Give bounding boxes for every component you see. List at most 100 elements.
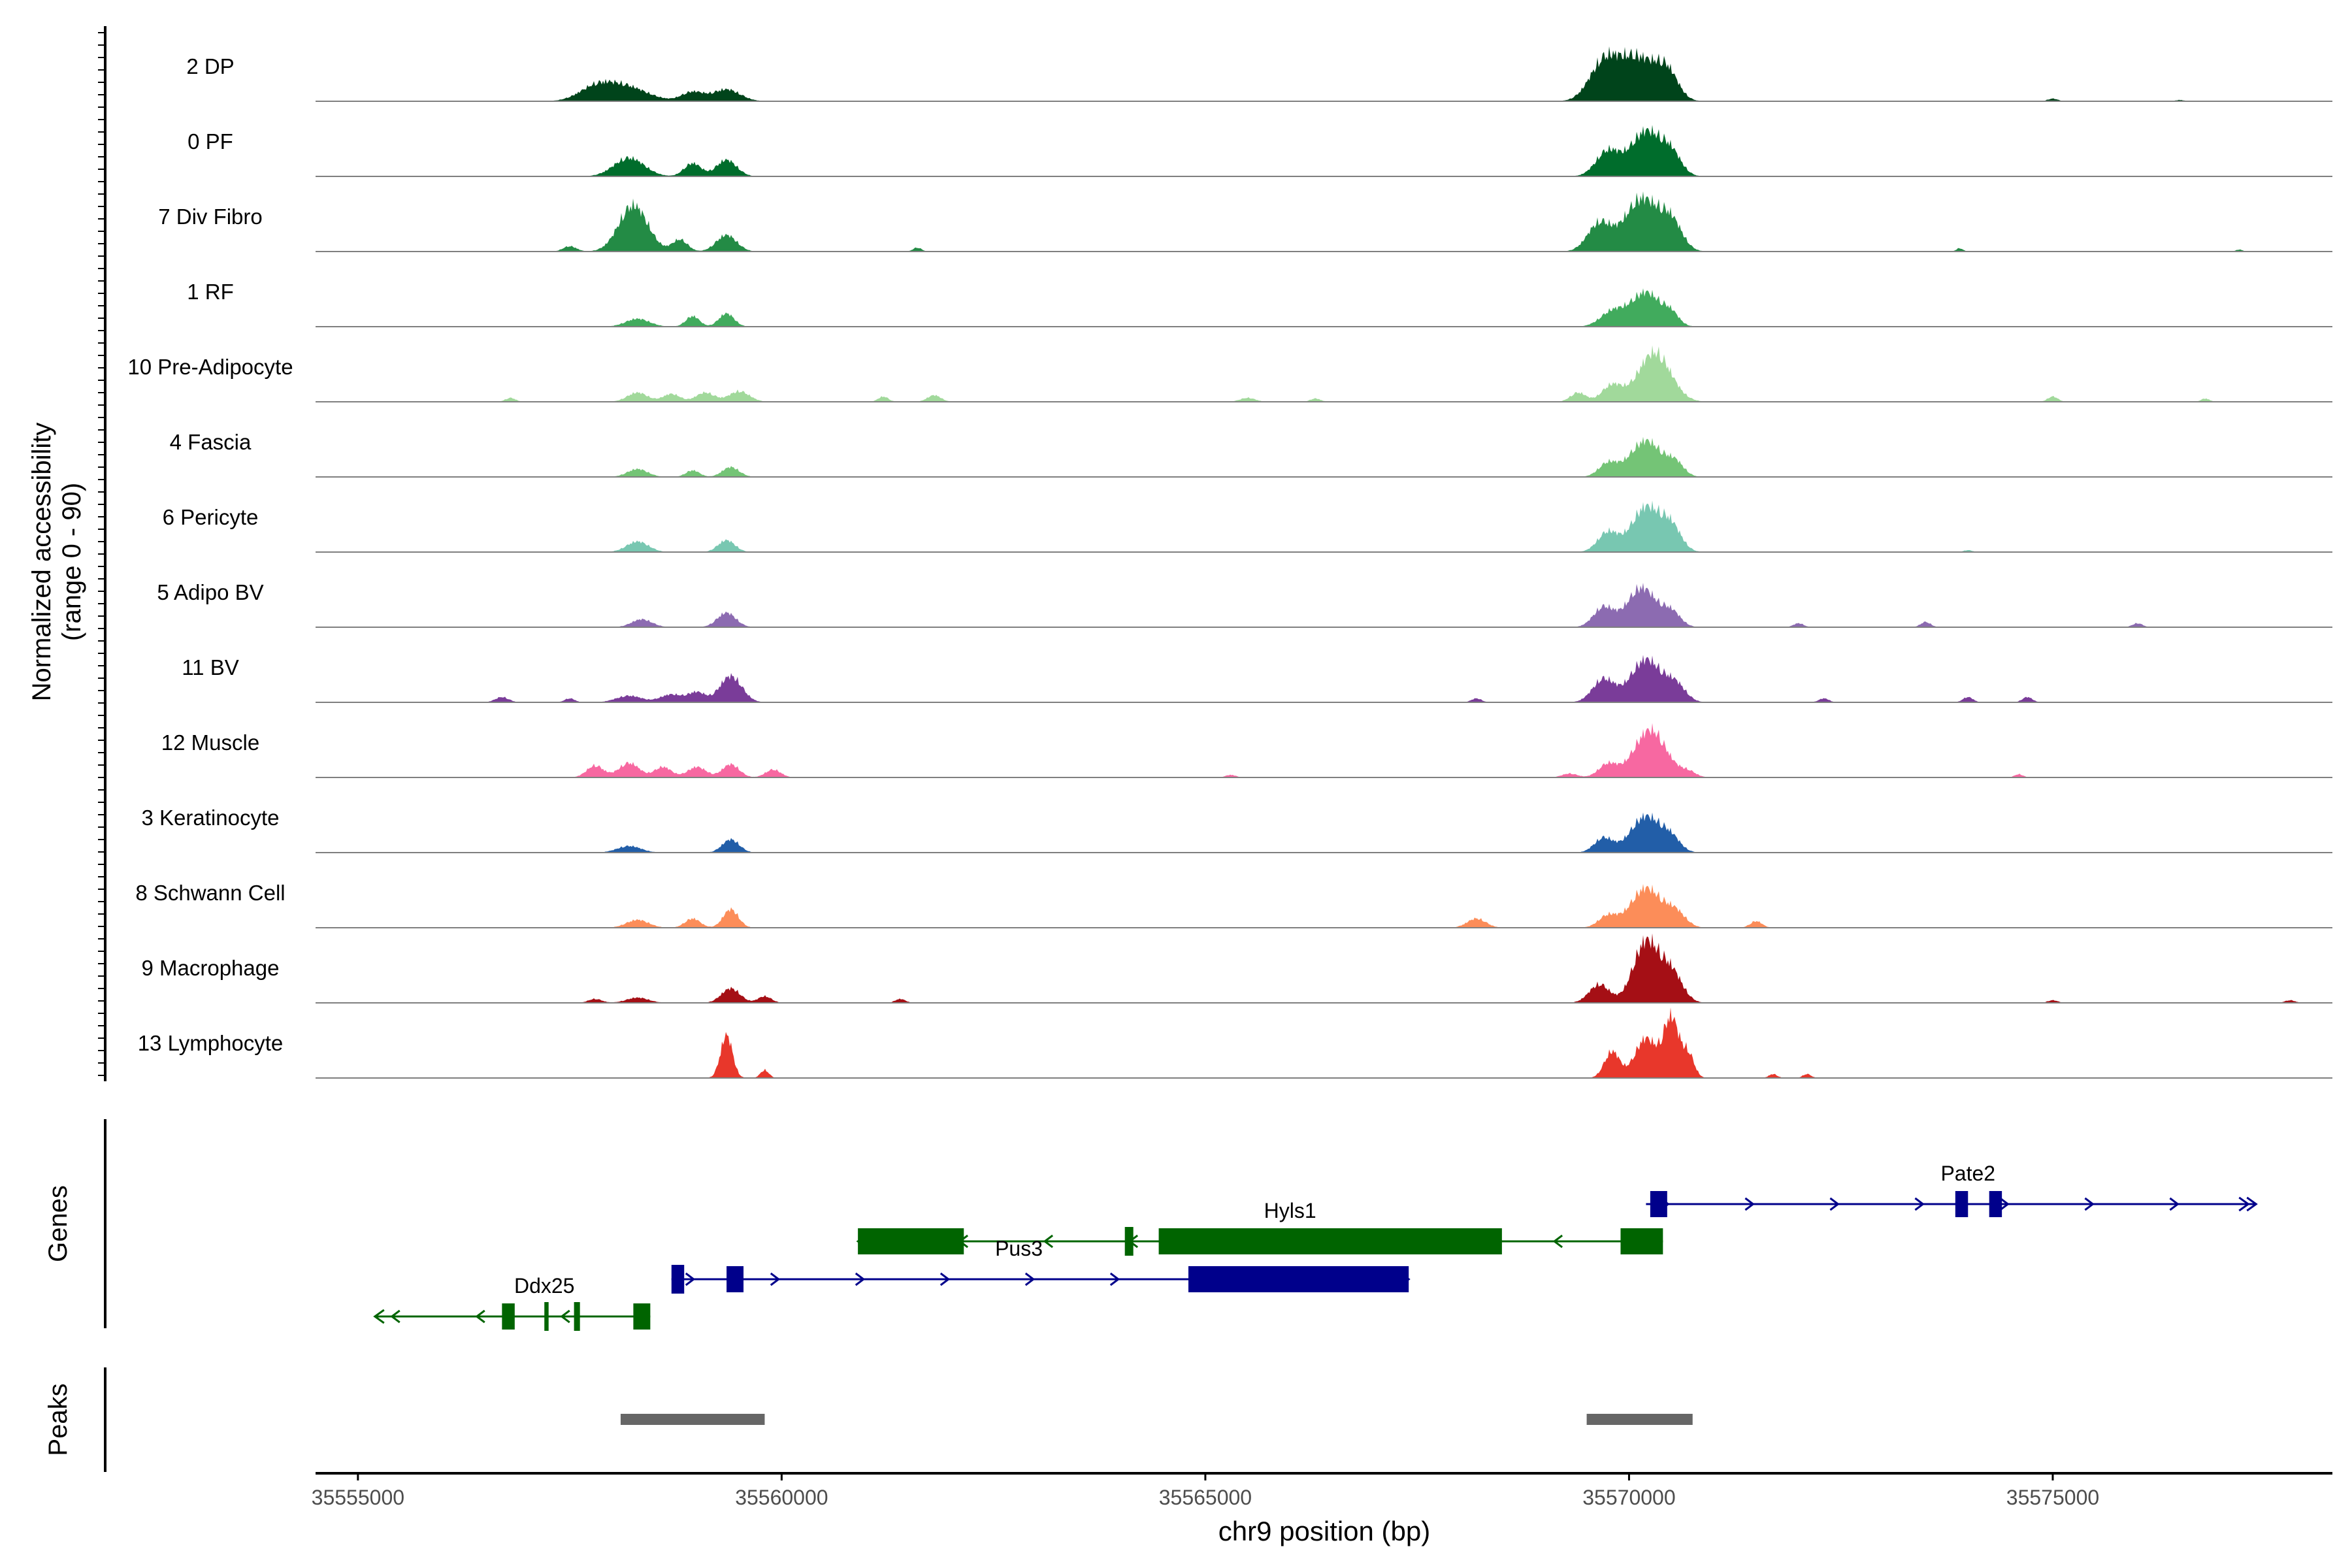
track-area — [316, 500, 2332, 552]
track-label: 3 Keratinocyte — [142, 806, 280, 830]
track-area — [316, 933, 2332, 1003]
track-label: 0 PF — [188, 129, 233, 154]
track-area — [316, 125, 2332, 176]
gene-exon — [1158, 1228, 1502, 1254]
gene-end-arrow — [2246, 1196, 2258, 1212]
x-tick-label: 35565000 — [1159, 1486, 1252, 1509]
track-9-macrophage: 9 Macrophage — [142, 933, 2332, 1004]
gene-label: Ddx25 — [514, 1274, 575, 1298]
y-axis-label: Normalized accessibility(range 0 - 90) — [27, 423, 86, 702]
track-label: 11 BV — [182, 655, 238, 679]
gene-strand-arrow — [1744, 1197, 1755, 1211]
track-area — [316, 46, 2332, 101]
gene-exon — [858, 1228, 964, 1254]
gene-strand-arrow — [855, 1272, 866, 1286]
gene-strand-arrow — [1829, 1197, 1840, 1211]
coverage-tracks: 2 DP 0 PF 7 Div Fibro 1 RF 10 Pre-Adipocyte 4… — [127, 46, 2332, 1079]
gene-exon — [1188, 1266, 1409, 1292]
gene-exon — [1955, 1191, 1968, 1217]
track-area — [316, 812, 2332, 853]
x-axis-label: chr9 position (bp) — [1218, 1516, 1431, 1546]
track-area — [316, 1007, 2332, 1078]
track-label: 4 Fascia — [170, 430, 252, 454]
gene-exon — [633, 1303, 651, 1330]
track-area — [316, 288, 2332, 327]
gene-exon — [574, 1302, 580, 1331]
gene-label: Pate2 — [1940, 1162, 1995, 1185]
track-7-div-fibro: 7 Div Fibro — [158, 191, 2332, 252]
gene-exon — [544, 1302, 549, 1331]
gene-pate2: Pate2 — [1646, 1162, 2258, 1217]
track-area — [316, 723, 2332, 777]
y-axis-label-line: (range 0 - 90) — [57, 483, 86, 641]
track-label: 13 Lymphocyte — [138, 1031, 284, 1055]
gene-strand-arrow — [560, 1309, 570, 1324]
gene-strand-arrow — [2169, 1197, 2180, 1211]
gene-strand-arrow — [390, 1309, 400, 1324]
gene-exon — [1124, 1227, 1134, 1256]
gene-strand-arrow — [685, 1272, 696, 1286]
gene-exon — [1650, 1191, 1667, 1217]
gene-hyls1: Hyls1 — [856, 1199, 1663, 1256]
track-13-lymphocyte: 13 Lymphocyte — [138, 1007, 2332, 1079]
gene-strand-arrow — [1914, 1197, 1925, 1211]
track-3-keratinocyte: 3 Keratinocyte — [142, 806, 2332, 853]
gene-exon — [1620, 1228, 1663, 1254]
gene-pus3: Pus3 — [671, 1237, 1411, 1294]
gene-label: Hyls1 — [1264, 1199, 1316, 1222]
x-tick-label: 35560000 — [735, 1486, 828, 1509]
track-area — [316, 583, 2332, 627]
gene-strand-arrow — [1109, 1272, 1120, 1286]
gene-strand-arrow — [1043, 1234, 1054, 1249]
track-area — [316, 345, 2332, 402]
gene-exon — [502, 1303, 515, 1330]
x-axis: 35555000 35560000 35565000 35570000 35575000… — [312, 1472, 2332, 1546]
track-label: 10 Pre-Adipocyte — [127, 355, 293, 379]
gene-exon — [727, 1266, 744, 1292]
gene-strand-arrow — [475, 1309, 485, 1324]
genes-panel-label: Genes — [44, 1185, 73, 1262]
track-0-pf: 0 PF — [188, 125, 2332, 177]
track-area — [316, 191, 2332, 252]
y-axis-label-line: Normalized accessibility — [27, 423, 56, 702]
y-axis: Normalized accessibility(range 0 - 90) — [27, 26, 106, 1081]
track-label: 9 Macrophage — [142, 956, 280, 980]
track-1-rf: 1 RF — [187, 280, 2332, 327]
track-label: 5 Adipo BV — [157, 580, 263, 604]
track-label: 7 Div Fibro — [158, 204, 263, 229]
track-area — [316, 655, 2332, 702]
gene-end-arrow — [373, 1309, 385, 1324]
gene-strand-arrow — [939, 1272, 951, 1286]
x-tick-label: 35555000 — [312, 1486, 404, 1509]
track-label: 8 Schwann Cell — [135, 881, 285, 905]
track-8-schwann-cell: 8 Schwann Cell — [135, 881, 2332, 928]
track-10-pre-adipocyte: 10 Pre-Adipocyte — [127, 345, 2332, 402]
track-4-fascia: 4 Fascia — [170, 430, 2332, 478]
peak-region — [1586, 1414, 1693, 1425]
track-5-adipo-bv: 5 Adipo BV — [157, 580, 2332, 628]
track-label: 2 DP — [186, 54, 234, 78]
track-area — [316, 884, 2332, 928]
gene-label: Pus3 — [995, 1237, 1043, 1260]
gene-strand-arrow — [1999, 1197, 2010, 1211]
gene-end-arrow — [2238, 1196, 2250, 1212]
gene-exon — [671, 1265, 685, 1294]
track-area — [316, 436, 2332, 477]
genes-panel: Genes Hyls1 Pus3 Ddx25 Pate2 — [44, 1119, 2258, 1331]
track-6-pericyte: 6 Pericyte — [163, 500, 2332, 553]
track-label: 12 Muscle — [161, 730, 259, 755]
x-tick-label: 35570000 — [1582, 1486, 1675, 1509]
track-12-muscle: 12 Muscle — [161, 723, 2332, 778]
gene-strand-arrow — [2084, 1197, 2095, 1211]
gene-strand-arrow — [1552, 1234, 1563, 1249]
track-2-dp: 2 DP — [186, 46, 2332, 102]
gene-ddx25: Ddx25 — [373, 1274, 651, 1331]
peak-region — [620, 1414, 765, 1425]
track-label: 1 RF — [187, 280, 234, 304]
gene-strand-arrow — [1024, 1272, 1036, 1286]
gene-exon — [1989, 1191, 2002, 1217]
gene-strand-arrow — [770, 1272, 781, 1286]
track-label: 6 Pericyte — [163, 505, 259, 529]
peaks-panel-label: Peaks — [44, 1383, 73, 1456]
